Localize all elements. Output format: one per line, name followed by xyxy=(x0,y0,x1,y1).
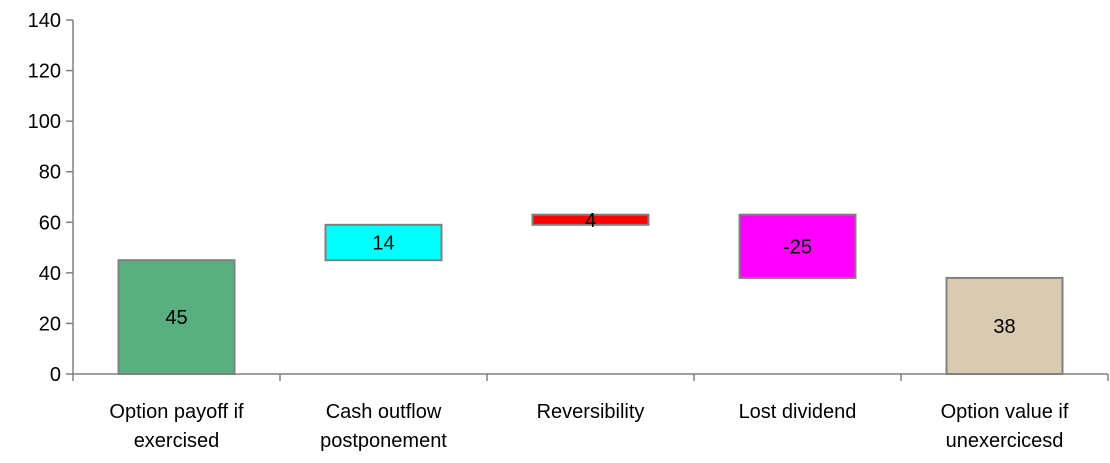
x-category-label: Lost dividend xyxy=(739,401,857,423)
x-category-label: Option value if unexercicesd xyxy=(941,401,1069,452)
x-category-label-line: Option payoff if xyxy=(109,401,244,423)
axes xyxy=(66,19,1109,381)
y-tick-label: 140 xyxy=(28,10,61,32)
bar xyxy=(531,213,650,226)
bar-value-label: 38 xyxy=(993,316,1015,338)
y-tick-label: 40 xyxy=(39,263,61,285)
bar xyxy=(117,259,236,376)
bar-value-label: 14 xyxy=(372,233,394,255)
bar-value-label: 4 xyxy=(585,210,596,232)
x-category-label-line: Cash outflow xyxy=(326,401,442,423)
y-tick-label: 120 xyxy=(28,61,61,83)
x-category-label: Cash outflow postponement xyxy=(320,401,447,452)
x-category-label-line: postponement xyxy=(320,430,447,452)
bar-value-label: 45 xyxy=(165,307,187,329)
x-category-label: Option payoff if exercised xyxy=(109,401,244,452)
x-category-label-line: Lost dividend xyxy=(739,401,857,423)
y-tick-label: 20 xyxy=(39,313,61,335)
x-category-label: Reversibility xyxy=(537,401,645,423)
x-category-label-line: exercised xyxy=(134,430,220,452)
x-category-label-line: Reversibility xyxy=(537,401,645,423)
y-tick-label: 100 xyxy=(28,111,61,133)
y-tick-label: 0 xyxy=(50,364,61,386)
y-tick-label: 60 xyxy=(39,212,61,234)
x-category-label-line: Option value if xyxy=(941,401,1069,423)
bars xyxy=(117,213,1064,376)
bar-value-label: -25 xyxy=(783,236,812,258)
data-labels: 45 14 4 -25 38 xyxy=(165,210,1015,338)
bar xyxy=(945,276,1064,375)
bar xyxy=(324,223,443,262)
x-category-label-line: unexercicesd xyxy=(946,430,1064,452)
y-tick-label: 80 xyxy=(39,162,61,184)
tick-labels: 0 20 40 60 80 100 120 140 Option payoff if exerci… xyxy=(28,10,1069,452)
bar xyxy=(738,213,857,279)
